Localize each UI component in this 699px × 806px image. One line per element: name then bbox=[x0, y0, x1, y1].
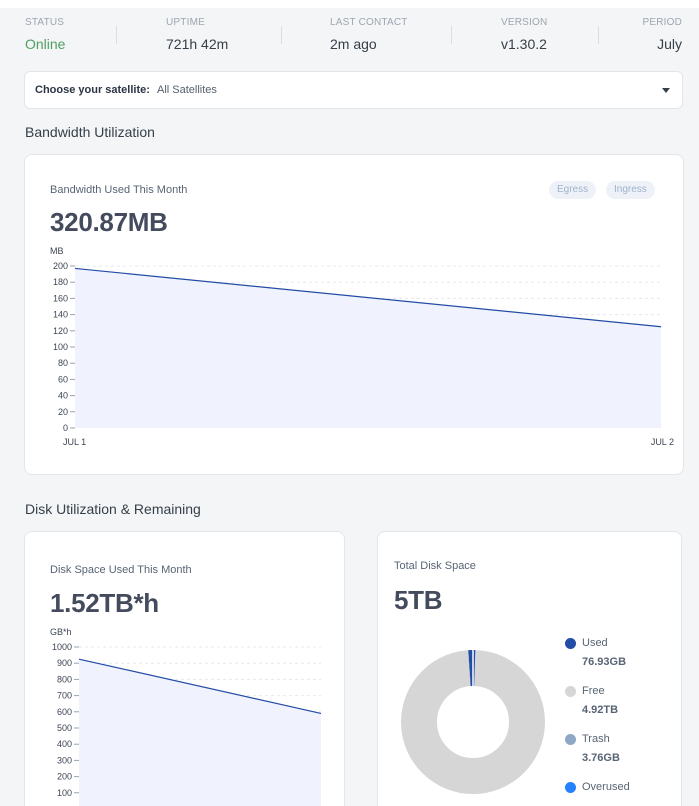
node-status-bar: STATUS Online UPTIME 721h 42m LAST CONTA… bbox=[0, 8, 699, 64]
legend-free-name: Free bbox=[582, 685, 605, 697]
y-tick-label: 20 bbox=[58, 407, 68, 417]
uptime-label: UPTIME bbox=[166, 17, 205, 28]
disk-space-card: Disk Space Used This Month 1.52TB*h GB*h… bbox=[24, 531, 345, 806]
y-tick-label: 140 bbox=[53, 310, 68, 320]
disk-donut-chart bbox=[401, 650, 545, 794]
y-tick-label: 500 bbox=[57, 723, 72, 733]
y-tick-label: 600 bbox=[57, 707, 72, 717]
legend-used-name: Used bbox=[582, 637, 608, 649]
y-tick-label: 0 bbox=[63, 423, 68, 433]
period-value: July bbox=[657, 36, 682, 52]
y-tick-label: 80 bbox=[58, 358, 68, 368]
legend-trash-value: 3.76GB bbox=[582, 752, 620, 764]
tab-egress[interactable]: Egress bbox=[549, 181, 597, 199]
x-tick-label: JUL 2 bbox=[651, 437, 674, 447]
y-tick-label: 100 bbox=[57, 788, 72, 798]
y-tick-label: 160 bbox=[53, 293, 68, 303]
y-tick-label: 100 bbox=[53, 342, 68, 352]
bandwidth-chart: MB 0 20 40 60 80 100 120 140 160 180 200 JUL 1 JUL 2 bbox=[50, 246, 674, 447]
period-label: PERIOD bbox=[642, 17, 682, 28]
bandwidth-card: Bandwidth Used This Month 320.87MB Egres… bbox=[24, 154, 684, 475]
divider bbox=[451, 26, 452, 44]
disk-section-title: Disk Utilization & Remaining bbox=[25, 501, 201, 517]
satellite-selector-value: All Satellites bbox=[156, 84, 217, 96]
series-line bbox=[78, 658, 322, 715]
y-axis-unit: MB bbox=[50, 246, 64, 256]
y-tick-label: 900 bbox=[57, 658, 72, 668]
disk-card-value: 1.52TB*h bbox=[50, 588, 159, 618]
status-item-version: VERSION v1.30.2 bbox=[501, 17, 547, 52]
disk-chart: GB*h 100 200 300 400 500 600 700 800 900 1000 bbox=[50, 627, 322, 806]
y-tick-label: 300 bbox=[57, 755, 72, 765]
chevron-down-icon[interactable] bbox=[662, 88, 670, 93]
total-disk-card-label: Total Disk Space bbox=[394, 560, 476, 572]
bandwidth-card-value: 320.87MB bbox=[50, 207, 168, 237]
status-item-uptime: UPTIME 721h 42m bbox=[166, 17, 228, 52]
area-fill bbox=[75, 268, 661, 428]
last-contact-value: 2m ago bbox=[330, 36, 377, 52]
total-disk-card: Total Disk Space 5TB Used 76.93GB Free 4… bbox=[377, 531, 682, 806]
satellite-selector-label: Choose your satellite: bbox=[35, 84, 150, 96]
top-strip bbox=[0, 0, 699, 8]
uptime-value: 721h 42m bbox=[166, 36, 229, 52]
y-tick-label: 1000 bbox=[52, 642, 72, 652]
divider bbox=[281, 26, 282, 44]
status-item-period: PERIOD July bbox=[642, 17, 682, 52]
legend-dot-overused bbox=[565, 782, 576, 793]
y-axis-unit: GB*h bbox=[50, 627, 72, 637]
y-tick-label: 40 bbox=[58, 391, 68, 401]
last-contact-label: LAST CONTACT bbox=[330, 17, 408, 28]
tab-ingress[interactable]: Ingress bbox=[606, 181, 655, 199]
area-fill bbox=[79, 659, 321, 806]
y-tick-label: 700 bbox=[57, 691, 72, 701]
y-tick-label: 800 bbox=[57, 674, 72, 684]
y-tick-label: 60 bbox=[58, 374, 68, 384]
disk-card-label: Disk Space Used This Month bbox=[50, 564, 192, 576]
legend-used-value: 76.93GB bbox=[582, 656, 627, 668]
legend-trash-name: Trash bbox=[582, 733, 610, 745]
legend-overused-name: Overused bbox=[582, 781, 630, 793]
y-tick-label: 120 bbox=[53, 326, 68, 336]
y-tick-label: 200 bbox=[53, 261, 68, 271]
bandwidth-section-title: Bandwidth Utilization bbox=[25, 124, 155, 140]
y-tick-label: 400 bbox=[57, 739, 72, 749]
divider bbox=[116, 26, 117, 44]
legend-dot-free bbox=[565, 686, 576, 697]
status-item-status: STATUS Online bbox=[25, 17, 65, 52]
series-line bbox=[74, 267, 662, 328]
version-value: v1.30.2 bbox=[501, 36, 547, 52]
legend-free-value: 4.92TB bbox=[582, 704, 619, 716]
divider bbox=[598, 26, 599, 44]
status-label: STATUS bbox=[25, 17, 65, 28]
y-tick-label: 200 bbox=[57, 772, 72, 782]
legend-dot-trash bbox=[565, 734, 576, 745]
status-item-last-contact: LAST CONTACT 2m ago bbox=[330, 17, 408, 52]
legend-dot-used bbox=[565, 638, 576, 649]
x-tick-label: JUL 1 bbox=[63, 437, 86, 447]
total-disk-card-value: 5TB bbox=[394, 585, 443, 615]
satellite-selector[interactable]: Choose your satellite: All Satellites bbox=[24, 71, 683, 109]
version-label: VERSION bbox=[501, 17, 548, 28]
status-value: Online bbox=[25, 36, 66, 52]
bandwidth-card-label: Bandwidth Used This Month bbox=[50, 184, 188, 196]
y-tick-label: 180 bbox=[53, 277, 68, 287]
